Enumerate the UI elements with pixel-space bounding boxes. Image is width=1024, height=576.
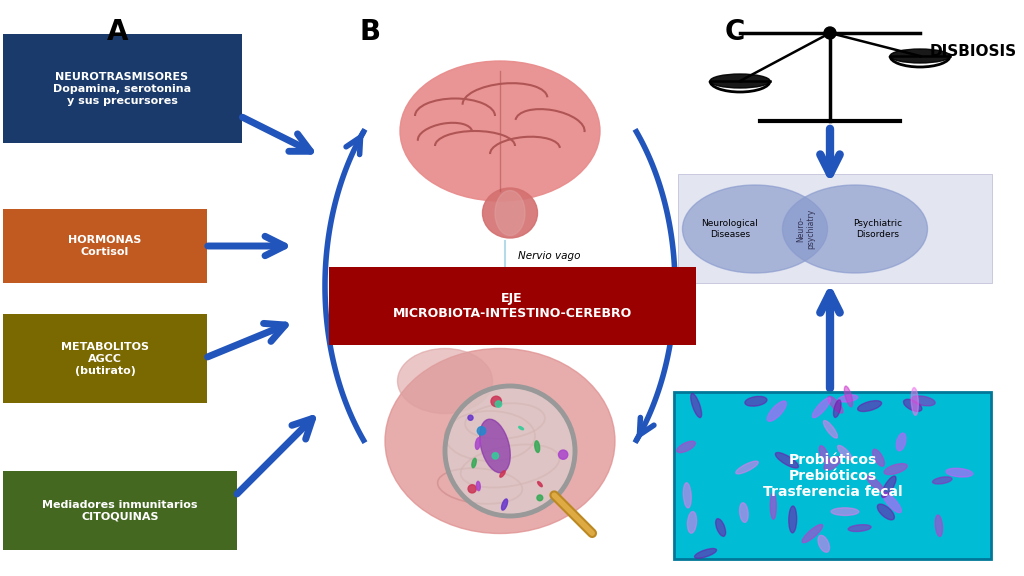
Ellipse shape: [744, 396, 767, 406]
Ellipse shape: [535, 441, 540, 453]
Ellipse shape: [472, 458, 476, 468]
Ellipse shape: [834, 400, 841, 418]
Circle shape: [468, 485, 476, 493]
Circle shape: [558, 450, 567, 459]
Ellipse shape: [476, 482, 480, 491]
Text: Psychiatric
Disorders: Psychiatric Disorders: [853, 219, 902, 238]
FancyBboxPatch shape: [3, 209, 207, 283]
Circle shape: [493, 453, 499, 459]
Text: Neurological
Diseases: Neurological Diseases: [701, 219, 759, 238]
Circle shape: [824, 27, 836, 39]
Ellipse shape: [385, 348, 615, 533]
Ellipse shape: [767, 401, 786, 422]
Ellipse shape: [687, 511, 696, 533]
Ellipse shape: [848, 525, 871, 532]
Ellipse shape: [716, 518, 726, 536]
Ellipse shape: [935, 515, 942, 536]
FancyBboxPatch shape: [329, 267, 696, 345]
Text: NEUROTRASMISORES
Dopamina, serotonina
y sus precursores: NEUROTRASMISORES Dopamina, serotonina y …: [53, 73, 191, 105]
Text: HORMONAS
Cortisol: HORMONAS Cortisol: [69, 235, 141, 257]
Ellipse shape: [911, 396, 935, 406]
Ellipse shape: [866, 476, 884, 491]
Ellipse shape: [502, 499, 508, 510]
Ellipse shape: [475, 438, 480, 449]
Text: A: A: [108, 18, 129, 46]
Ellipse shape: [812, 397, 830, 418]
Ellipse shape: [677, 441, 695, 453]
Ellipse shape: [770, 492, 776, 519]
Circle shape: [445, 386, 575, 516]
Ellipse shape: [736, 461, 759, 474]
Ellipse shape: [691, 393, 701, 418]
Ellipse shape: [838, 445, 852, 460]
Ellipse shape: [838, 395, 858, 402]
Circle shape: [490, 396, 502, 407]
Ellipse shape: [479, 419, 510, 473]
Circle shape: [496, 401, 502, 407]
Text: EJE
MICROBIOTA-INTESTINO-CEREBRO: EJE MICROBIOTA-INTESTINO-CEREBRO: [392, 292, 632, 320]
Ellipse shape: [400, 61, 600, 201]
Ellipse shape: [896, 433, 906, 451]
Ellipse shape: [788, 506, 797, 533]
Ellipse shape: [519, 426, 523, 430]
Ellipse shape: [884, 464, 907, 475]
Ellipse shape: [824, 457, 841, 470]
Ellipse shape: [495, 191, 525, 236]
Ellipse shape: [775, 453, 799, 468]
Circle shape: [537, 495, 543, 501]
Text: METABOLITOS
AGCC
(butirato): METABOLITOS AGCC (butirato): [61, 342, 150, 376]
FancyBboxPatch shape: [674, 392, 991, 559]
Ellipse shape: [827, 396, 843, 413]
Ellipse shape: [857, 401, 882, 411]
Ellipse shape: [818, 535, 829, 552]
Text: Probióticos
Prebióticos
Trasferencia fecal: Probióticos Prebióticos Trasferencia fec…: [763, 453, 903, 499]
Ellipse shape: [933, 477, 952, 484]
Ellipse shape: [911, 388, 919, 415]
Ellipse shape: [683, 185, 827, 273]
Text: B: B: [359, 18, 381, 46]
Ellipse shape: [710, 74, 770, 88]
Ellipse shape: [538, 482, 543, 487]
Text: Neuro-
psychiatry: Neuro- psychiatry: [797, 209, 816, 249]
FancyBboxPatch shape: [3, 34, 242, 143]
Ellipse shape: [694, 548, 717, 558]
FancyBboxPatch shape: [3, 314, 207, 403]
Ellipse shape: [500, 471, 505, 477]
Ellipse shape: [890, 49, 950, 63]
Ellipse shape: [802, 524, 822, 543]
FancyBboxPatch shape: [3, 471, 237, 550]
Ellipse shape: [739, 503, 749, 522]
Text: Nervio vago: Nervio vago: [518, 251, 581, 261]
Ellipse shape: [883, 492, 901, 513]
Ellipse shape: [683, 483, 691, 508]
Ellipse shape: [878, 504, 894, 520]
Ellipse shape: [823, 420, 838, 438]
Ellipse shape: [882, 476, 896, 498]
Text: Mediadores inmunitarios
CITOQUINAS: Mediadores inmunitarios CITOQUINAS: [42, 500, 198, 522]
Ellipse shape: [946, 468, 973, 477]
Ellipse shape: [397, 348, 493, 414]
Ellipse shape: [782, 185, 928, 273]
Ellipse shape: [819, 446, 828, 463]
Ellipse shape: [903, 399, 922, 411]
Ellipse shape: [482, 188, 538, 238]
FancyBboxPatch shape: [678, 174, 992, 283]
Text: C: C: [725, 18, 745, 46]
Circle shape: [468, 415, 473, 420]
Circle shape: [477, 427, 485, 435]
Ellipse shape: [845, 386, 853, 407]
Ellipse shape: [831, 508, 859, 516]
Ellipse shape: [872, 449, 885, 467]
Text: DISBIOSIS: DISBIOSIS: [930, 44, 1017, 59]
